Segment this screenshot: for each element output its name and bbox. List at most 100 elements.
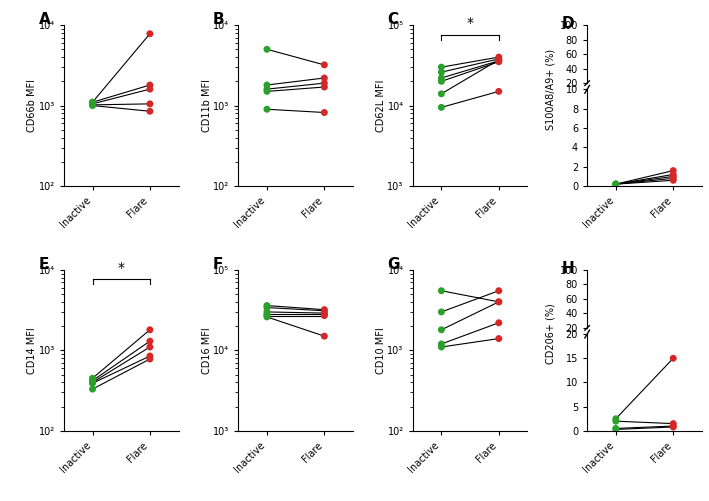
Text: H: H: [562, 261, 575, 276]
Point: [262, 81, 273, 89]
Point: [493, 55, 504, 63]
Point: [668, 338, 679, 346]
Point: [318, 309, 330, 317]
Point: [318, 83, 330, 91]
Point: [610, 94, 622, 102]
Point: [86, 374, 98, 382]
Text: *: *: [467, 16, 474, 30]
Text: B: B: [213, 12, 225, 27]
Point: [668, 176, 679, 184]
Point: [493, 287, 504, 295]
Text: G: G: [387, 257, 400, 272]
Point: [86, 98, 98, 106]
Point: [493, 298, 504, 306]
Point: [610, 415, 622, 423]
Point: [493, 87, 504, 95]
Point: [436, 103, 447, 111]
Point: [610, 338, 622, 346]
Point: [668, 423, 679, 431]
Point: [86, 98, 98, 106]
Point: [262, 45, 273, 53]
Point: [668, 338, 679, 346]
Point: [668, 328, 679, 336]
Point: [144, 343, 155, 351]
Point: [668, 170, 679, 178]
Point: [318, 109, 330, 117]
Point: [262, 313, 273, 321]
Point: [262, 105, 273, 113]
Point: [668, 93, 679, 101]
Point: [610, 94, 622, 102]
Point: [144, 81, 155, 89]
Point: [144, 107, 155, 115]
Point: [493, 56, 504, 64]
Point: [493, 53, 504, 61]
Point: [493, 57, 504, 65]
Point: [262, 87, 273, 95]
Point: [436, 326, 447, 334]
Point: [610, 417, 622, 425]
Point: [436, 74, 447, 82]
Point: [493, 58, 504, 66]
Point: [144, 355, 155, 363]
Point: [144, 30, 155, 38]
Point: [436, 340, 447, 348]
Point: [86, 101, 98, 109]
Point: [610, 94, 622, 102]
Point: [436, 308, 447, 316]
Point: [86, 378, 98, 386]
Point: [436, 287, 447, 295]
Point: [610, 337, 622, 345]
Point: [318, 332, 330, 340]
Text: A: A: [38, 12, 50, 27]
Point: [318, 74, 330, 82]
Point: [493, 298, 504, 306]
Point: [610, 338, 622, 346]
Point: [610, 337, 622, 345]
Point: [144, 326, 155, 334]
Y-axis label: S100A8/A9+ (%): S100A8/A9+ (%): [545, 49, 555, 130]
Point: [144, 85, 155, 93]
Point: [610, 180, 622, 188]
Y-axis label: CD10 MFI: CD10 MFI: [376, 327, 386, 374]
Point: [262, 304, 273, 312]
Point: [262, 85, 273, 93]
Point: [610, 180, 622, 188]
Point: [493, 319, 504, 327]
Point: [86, 379, 98, 387]
Point: [610, 180, 622, 188]
Text: C: C: [387, 12, 398, 27]
Point: [493, 335, 504, 343]
Point: [610, 424, 622, 432]
Point: [436, 63, 447, 71]
Point: [668, 93, 679, 101]
Point: [610, 180, 622, 188]
Point: [436, 68, 447, 76]
Point: [668, 420, 679, 428]
Point: [610, 180, 622, 188]
Point: [318, 61, 330, 69]
Point: [318, 79, 330, 87]
Point: [144, 100, 155, 108]
Point: [86, 100, 98, 108]
Point: [668, 93, 679, 101]
Point: [86, 385, 98, 393]
Text: E: E: [38, 257, 49, 272]
Point: [668, 172, 679, 180]
Point: [86, 102, 98, 110]
Y-axis label: CD206+ (%): CD206+ (%): [545, 304, 555, 364]
Point: [436, 343, 447, 351]
Y-axis label: CD66b MFI: CD66b MFI: [27, 79, 37, 132]
Point: [144, 337, 155, 345]
Point: [668, 337, 679, 345]
Point: [318, 307, 330, 315]
Point: [436, 77, 447, 85]
Text: F: F: [213, 257, 223, 272]
Point: [668, 174, 679, 182]
Point: [668, 422, 679, 430]
Point: [86, 377, 98, 385]
Y-axis label: CD14 MFI: CD14 MFI: [27, 327, 37, 374]
Text: *: *: [118, 261, 125, 275]
Point: [262, 312, 273, 320]
Point: [668, 167, 679, 175]
